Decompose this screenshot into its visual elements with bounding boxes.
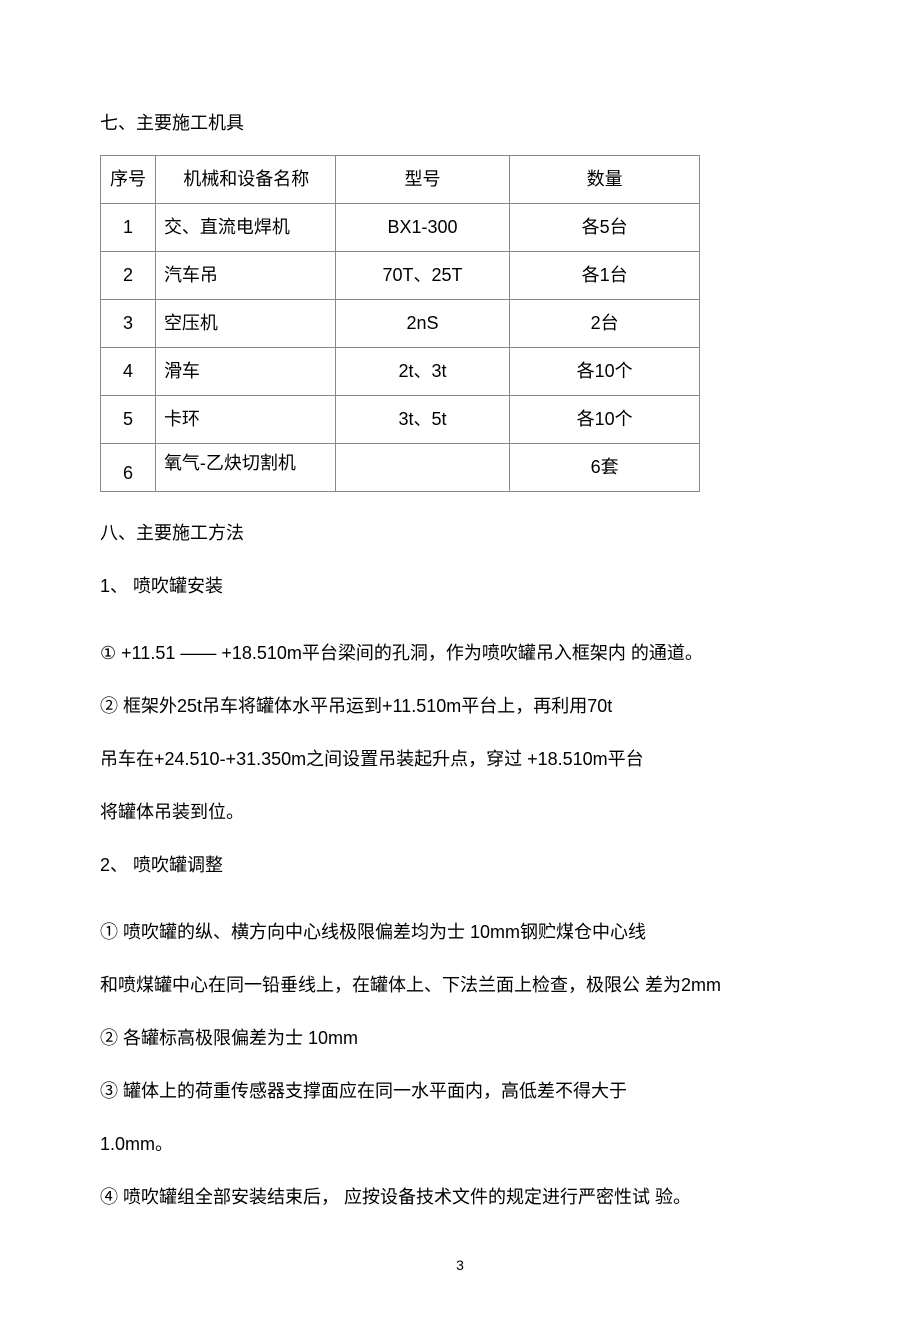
body-text: ② 框架外25t吊车将罐体水平吊运到+11.510m平台上，再利用70t [100,693,820,720]
sub1-title: 1、 喷吹罐安装 [100,573,820,600]
table-header-row: 序号 机械和设备名称 型号 数量 [101,156,700,204]
cell-model: 70T、25T [335,252,510,300]
col-header-seq: 序号 [101,156,156,204]
body-text: ① +11.51 —— +18.510m平台梁间的孔洞，作为喷吹罐吊入框架内 的… [100,640,820,667]
col-header-qty: 数量 [510,156,700,204]
section8-title: 八、主要施工方法 [100,520,820,547]
cell-seq: 4 [101,348,156,396]
body-text: ② 各罐标高极限偏差为士 10mm [100,1025,820,1052]
cell-qty: 6套 [510,444,700,492]
table-row: 1 交、直流电焊机 BX1-300 各5台 [101,204,700,252]
col-header-model: 型号 [335,156,510,204]
cell-model: 3t、5t [335,396,510,444]
table-row: 5 卡环 3t、5t 各10个 [101,396,700,444]
cell-name: 交、直流电焊机 [155,204,335,252]
cell-model: 2t、3t [335,348,510,396]
table-row: 6 氧气-乙炔切割机 6套 [101,444,700,492]
cell-qty: 各5台 [510,204,700,252]
cell-model: 2nS [335,300,510,348]
cell-model [335,444,510,492]
cell-qty: 2台 [510,300,700,348]
cell-name: 汽车吊 [155,252,335,300]
cell-seq: 5 [101,396,156,444]
cell-model: BX1-300 [335,204,510,252]
body-text: ③ 罐体上的荷重传感器支撑面应在同一水平面内，高低差不得大于 [100,1078,820,1105]
cell-seq: 3 [101,300,156,348]
equipment-table: 序号 机械和设备名称 型号 数量 1 交、直流电焊机 BX1-300 各5台 2… [100,155,700,492]
cell-qty: 各10个 [510,348,700,396]
table-row: 3 空压机 2nS 2台 [101,300,700,348]
body-text: ① 喷吹罐的纵、横方向中心线极限偏差均为士 10mm钢贮煤仓中心线 [100,919,820,946]
cell-seq: 6 [101,444,156,492]
cell-name: 滑车 [155,348,335,396]
page-number: 3 [100,1255,820,1276]
cell-name: 卡环 [155,396,335,444]
body-text: 和喷煤罐中心在同一铅垂线上，在罐体上、下法兰面上检查，极限公 差为2mm [100,972,820,999]
cell-name: 氧气-乙炔切割机 [155,444,335,492]
cell-qty: 各1台 [510,252,700,300]
body-text: 将罐体吊装到位。 [100,799,820,826]
cell-seq: 1 [101,204,156,252]
col-header-name: 机械和设备名称 [155,156,335,204]
body-text: 1.0mm。 [100,1131,820,1158]
body-text: ④ 喷吹罐组全部安装结束后， 应按设备技术文件的规定进行严密性试 验。 [100,1184,820,1211]
cell-seq: 2 [101,252,156,300]
table-row: 4 滑车 2t、3t 各10个 [101,348,700,396]
cell-qty: 各10个 [510,396,700,444]
sub2-title: 2、 喷吹罐调整 [100,852,820,879]
section7-title: 七、主要施工机具 [100,110,820,137]
body-text: 吊车在+24.510-+31.350m之间设置吊装起升点，穿过 +18.510m… [100,746,820,773]
table-row: 2 汽车吊 70T、25T 各1台 [101,252,700,300]
cell-name: 空压机 [155,300,335,348]
